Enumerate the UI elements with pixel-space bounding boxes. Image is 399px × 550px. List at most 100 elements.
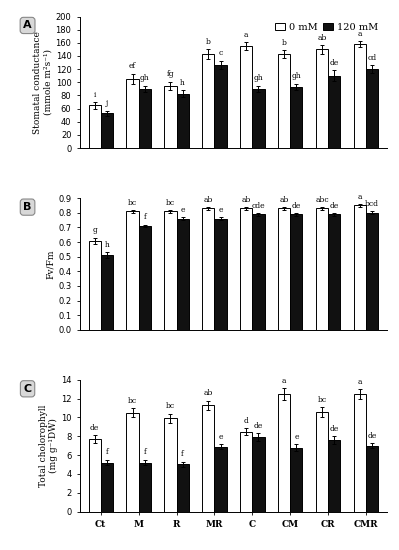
Text: de: de	[254, 422, 263, 430]
Bar	[164, 419, 176, 512]
Bar	[138, 89, 151, 148]
Text: bc: bc	[166, 199, 175, 207]
Bar	[202, 405, 214, 512]
Text: f: f	[181, 450, 184, 458]
Bar	[366, 213, 378, 330]
Text: de: de	[330, 59, 339, 67]
Bar	[164, 211, 176, 330]
Bar	[89, 439, 101, 512]
Text: gh: gh	[140, 74, 150, 82]
Bar	[278, 54, 290, 148]
Text: bcd: bcd	[365, 200, 379, 208]
Bar	[101, 255, 113, 330]
Text: abc: abc	[315, 196, 329, 204]
Text: C: C	[24, 384, 32, 394]
Bar	[126, 211, 138, 330]
Text: ef: ef	[129, 63, 136, 70]
Text: de: de	[330, 425, 339, 433]
Text: de: de	[90, 424, 99, 432]
Text: d: d	[244, 416, 249, 425]
Text: gh: gh	[292, 73, 301, 80]
Bar	[202, 208, 214, 330]
Bar	[290, 214, 302, 330]
Bar	[278, 394, 290, 512]
Bar	[138, 226, 151, 330]
Text: ab: ab	[204, 389, 213, 397]
Text: A: A	[23, 20, 32, 30]
Text: bc: bc	[128, 199, 137, 207]
Bar	[328, 76, 340, 148]
Bar	[366, 446, 378, 512]
Text: ab: ab	[318, 34, 327, 41]
Bar	[278, 208, 290, 330]
Text: B: B	[24, 202, 32, 212]
Bar	[214, 447, 227, 512]
Text: cde: cde	[252, 201, 265, 210]
Bar	[202, 54, 214, 148]
Bar	[290, 448, 302, 512]
Text: fg: fg	[167, 70, 174, 78]
Text: b: b	[282, 39, 286, 47]
Bar	[126, 412, 138, 512]
Text: e: e	[218, 206, 223, 214]
Text: e: e	[218, 432, 223, 441]
Text: e: e	[294, 432, 298, 441]
Text: bc: bc	[318, 396, 327, 404]
Bar	[101, 463, 113, 512]
Text: e: e	[180, 206, 185, 214]
Bar	[214, 219, 227, 330]
Bar	[253, 437, 265, 512]
Bar	[101, 113, 113, 148]
Legend: 0 mM, 120 mM: 0 mM, 120 mM	[271, 19, 382, 36]
Text: de: de	[292, 201, 301, 210]
Bar	[354, 44, 366, 148]
Text: de: de	[367, 432, 377, 439]
Y-axis label: Stomatal conductance
(mmole m²s⁻¹): Stomatal conductance (mmole m²s⁻¹)	[34, 31, 53, 134]
Text: f: f	[143, 213, 146, 221]
Bar	[214, 64, 227, 148]
Text: bc: bc	[166, 403, 175, 410]
Text: a: a	[358, 192, 362, 201]
Text: a: a	[244, 31, 249, 39]
Bar	[316, 412, 328, 512]
Text: cd: cd	[367, 54, 377, 62]
Text: a: a	[358, 30, 362, 37]
Bar	[328, 214, 340, 330]
Bar	[316, 50, 328, 148]
Text: de: de	[330, 201, 339, 210]
Bar	[316, 208, 328, 330]
Bar	[89, 240, 101, 330]
Text: g: g	[92, 227, 97, 234]
Text: h: h	[104, 241, 109, 249]
Text: f: f	[143, 448, 146, 456]
Bar	[89, 106, 101, 148]
Bar	[354, 206, 366, 330]
Bar	[164, 86, 176, 148]
Bar	[176, 465, 189, 512]
Text: a: a	[282, 377, 286, 385]
Text: a: a	[358, 378, 362, 386]
Bar	[253, 89, 265, 148]
Bar	[240, 46, 253, 148]
Text: c: c	[218, 50, 223, 57]
Bar	[176, 219, 189, 330]
Text: ab: ab	[242, 196, 251, 204]
Text: gh: gh	[254, 74, 263, 82]
Bar	[328, 440, 340, 512]
Y-axis label: Total cholorophyll
(mg g⁻¹DW): Total cholorophyll (mg g⁻¹DW)	[39, 404, 58, 487]
Bar	[253, 214, 265, 330]
Bar	[138, 463, 151, 512]
Bar	[176, 94, 189, 148]
Text: ab: ab	[204, 196, 213, 204]
Bar	[366, 69, 378, 148]
Bar	[290, 87, 302, 148]
Y-axis label: Fv/Fm: Fv/Fm	[46, 249, 55, 279]
Text: bc: bc	[128, 397, 137, 405]
Text: j: j	[106, 100, 108, 107]
Bar	[354, 394, 366, 512]
Text: f: f	[105, 448, 108, 456]
Bar	[240, 208, 253, 330]
Text: h: h	[180, 79, 185, 87]
Text: b: b	[206, 38, 211, 46]
Text: i: i	[93, 91, 96, 99]
